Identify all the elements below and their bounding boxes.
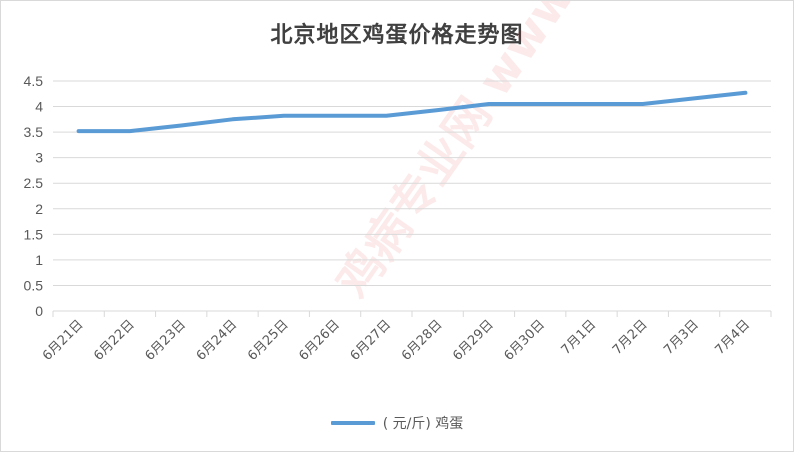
legend: ( 元/斤) 鸡蛋: [1, 413, 793, 433]
y-tick-label: 3: [35, 150, 43, 166]
y-tick-label: 1: [35, 252, 43, 268]
watermark-text: 鸡病专业网 www.jbzyw.com: [326, 1, 747, 307]
y-tick-label: 4: [35, 99, 43, 115]
watermark: 鸡病专业网 www.jbzyw.com: [326, 1, 747, 307]
y-tick-label: 3.5: [24, 124, 44, 140]
x-tick-label: 7月4日: [712, 317, 753, 358]
x-tick-label: 6月25日: [245, 317, 292, 364]
legend-label: ( 元/斤) 鸡蛋: [382, 416, 464, 432]
series-line: [76, 90, 748, 134]
x-tick-label: 6月21日: [40, 317, 87, 364]
gridlines: [53, 80, 771, 312]
x-tick-label: 6月23日: [142, 317, 189, 364]
x-axis: 6月21日 6月22日 6月23日 6月24日 6月25日 6月26日 6月27日 6月28日…: [40, 311, 772, 364]
y-tick-label: 0: [35, 303, 43, 319]
x-tick-label: 6月29日: [450, 317, 497, 364]
legend-swatch: [330, 421, 375, 425]
y-tick-label: 0.5: [24, 277, 44, 293]
y-tick-label: 1.5: [24, 226, 44, 242]
x-tick-label: 7月2日: [610, 317, 651, 358]
chart-title: 北京地区鸡蛋价格走势图: [270, 23, 524, 48]
x-tick-label: 6月24日: [194, 317, 241, 364]
y-tick-label: 2: [35, 201, 43, 217]
x-tick-label: 7月3日: [661, 317, 702, 358]
x-tick-label: 6月22日: [91, 317, 138, 364]
y-tick-label: 2.5: [24, 175, 44, 191]
x-tick-label: 7月1日: [559, 317, 600, 358]
y-tick-label: 4.5: [24, 73, 44, 89]
x-tick-label: 6月28日: [399, 317, 446, 364]
x-tick-label: 6月30日: [501, 317, 548, 364]
series: [76, 90, 748, 134]
x-tick-label: 6月26日: [296, 317, 343, 364]
y-axis: 0 0.5 1 1.5 2 2.5 3 3.5 4 4.5: [24, 73, 44, 319]
x-tick-label: 6月27日: [348, 317, 395, 364]
